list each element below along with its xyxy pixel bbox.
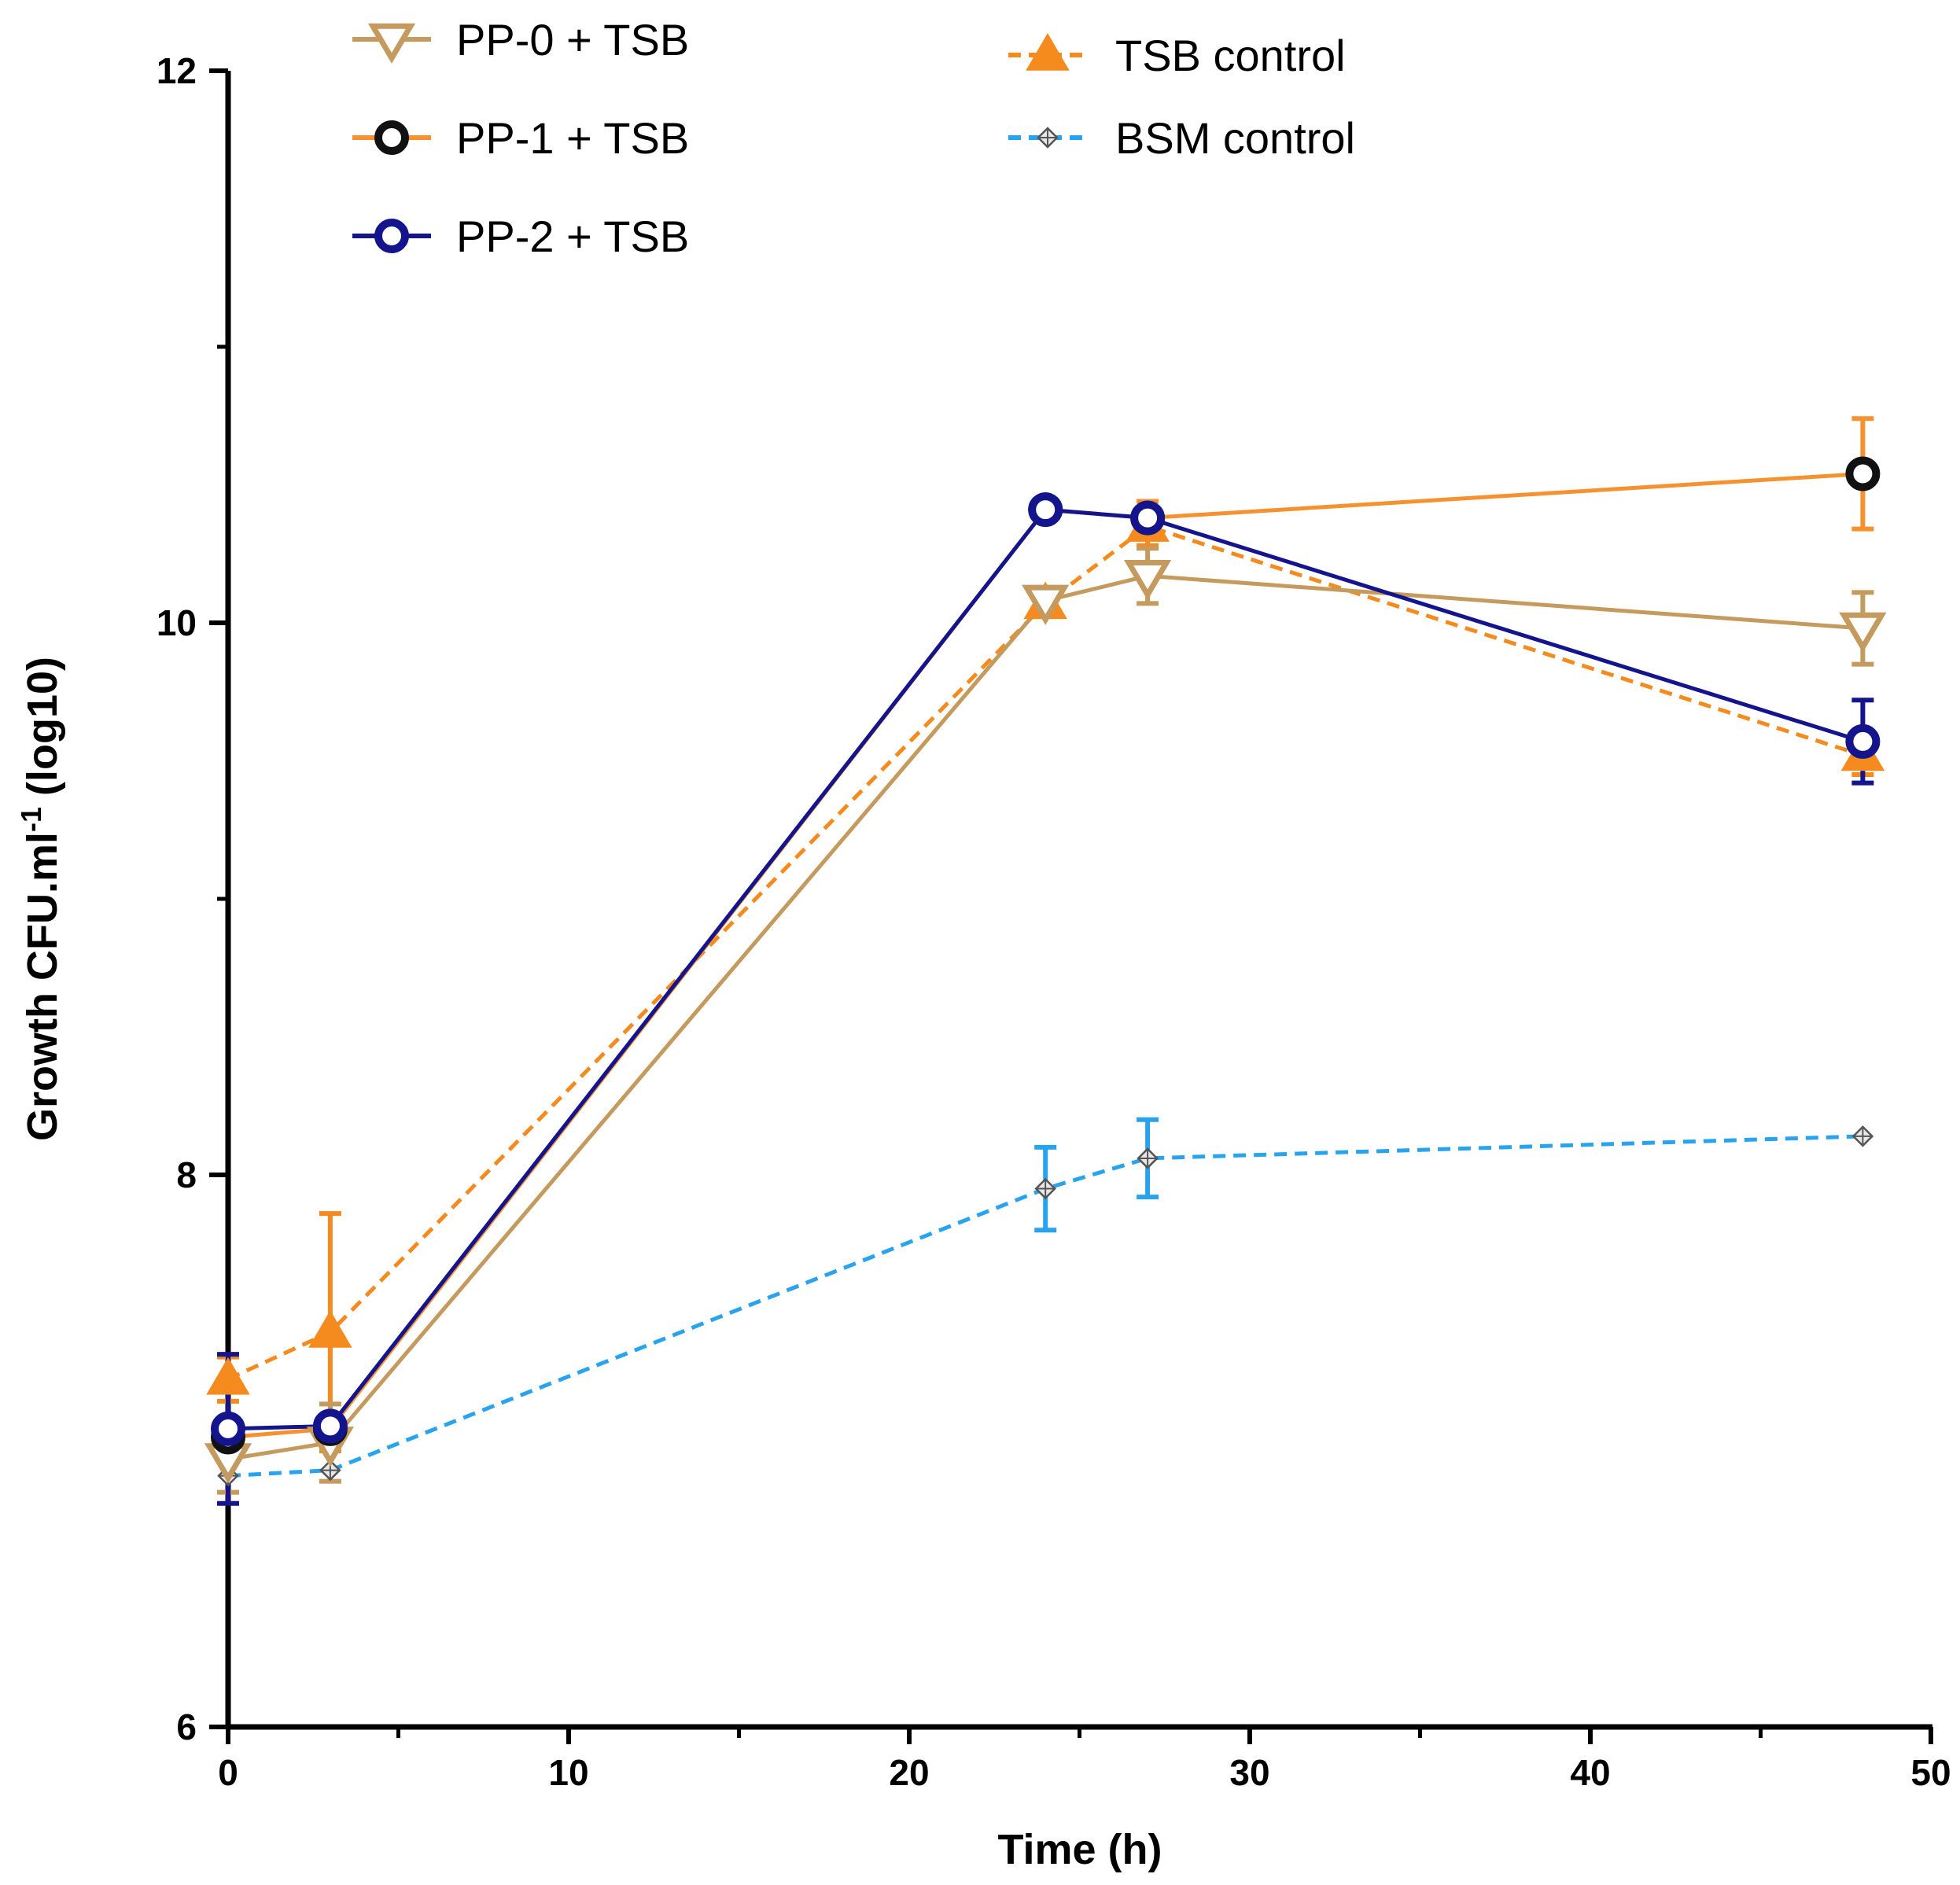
legend-item-4: BSM control — [1008, 113, 1355, 163]
x-axis-title: Time (h) — [997, 1826, 1162, 1873]
series-line-0 — [227, 573, 1863, 1461]
data-point-2-1 — [312, 1408, 348, 1444]
data-point-2-0 — [211, 1411, 245, 1446]
legend-label-0: PP-0 + TSB — [456, 15, 689, 64]
data-point-1-4 — [1845, 456, 1881, 491]
series-line-2 — [227, 507, 1864, 1431]
data-point-2-4 — [1845, 723, 1881, 759]
legend: PP-0 + TSB PP-1 + TSB PP-2 + TSB TSB contro… — [352, 15, 1355, 261]
legend-item-1: PP-1 + TSB — [352, 113, 689, 163]
data-point-0-3 — [1123, 560, 1172, 601]
legend-item-3: TSB control — [1008, 31, 1346, 80]
y-axis-title-main: Growth CFU.ml — [19, 832, 66, 1141]
y-axis-title-suffix: (log10) — [19, 657, 66, 796]
legend-label-2: PP-2 + TSB — [456, 212, 689, 261]
series-layer — [204, 416, 1887, 1506]
data-point-4-2 — [1034, 1177, 1056, 1200]
legend-item-2: PP-2 + TSB — [352, 212, 689, 261]
y-axis-title-superscript: -1 — [15, 807, 47, 832]
series-markers-0 — [204, 560, 1887, 1484]
data-point-0-4 — [1839, 612, 1887, 653]
y-tick-label-8: 8 — [176, 1154, 197, 1195]
data-point-0-2 — [1022, 584, 1070, 625]
x-tick-label-20: 20 — [889, 1752, 929, 1793]
y-tick-label-12: 12 — [157, 50, 197, 91]
legend-marker-3 — [1026, 33, 1070, 71]
x-tick-label-0: 0 — [218, 1752, 238, 1793]
legend-marker-4 — [1037, 127, 1059, 149]
legend-marker-0 — [367, 23, 416, 64]
legend-label-1: PP-1 + TSB — [456, 113, 689, 163]
legend-marker-2 — [374, 219, 409, 253]
x-tick-label-50: 50 — [1910, 1752, 1951, 1793]
series-1 — [217, 416, 1874, 1453]
series-4 — [227, 1117, 1863, 1478]
legend-item-0: PP-0 + TSB — [352, 15, 689, 64]
legend-label-4: BSM control — [1115, 113, 1355, 163]
data-point-4-4 — [1851, 1125, 1874, 1147]
data-point-2-3 — [1130, 500, 1166, 536]
series-markers-2 — [211, 492, 1881, 1446]
series-line-3 — [227, 524, 1864, 1381]
legend-marker-1 — [374, 120, 409, 155]
y-tick-label-6: 6 — [176, 1706, 197, 1747]
data-point-3-0 — [206, 1357, 250, 1395]
series-markers-4 — [217, 1125, 1874, 1487]
data-point-4-1 — [319, 1459, 341, 1482]
axis-ticks: 0 10 20 30 40 50 6 8 10 12 — [157, 50, 1951, 1793]
data-point-3-1 — [308, 1310, 352, 1348]
series-0 — [217, 546, 1874, 1495]
y-axis-title: Growth CFU.ml-1 (log10) — [15, 657, 66, 1141]
data-point-4-3 — [1137, 1147, 1159, 1169]
x-tick-label-30: 30 — [1229, 1752, 1269, 1793]
x-tick-label-10: 10 — [548, 1752, 588, 1793]
y-tick-label-10: 10 — [157, 602, 197, 643]
x-tick-label-40: 40 — [1570, 1752, 1610, 1793]
legend-label-3: TSB control — [1115, 31, 1346, 80]
data-point-2-2 — [1028, 492, 1063, 528]
chart-frame — [225, 71, 1932, 1730]
series-2 — [217, 502, 1874, 1506]
series-3 — [217, 504, 1874, 1453]
